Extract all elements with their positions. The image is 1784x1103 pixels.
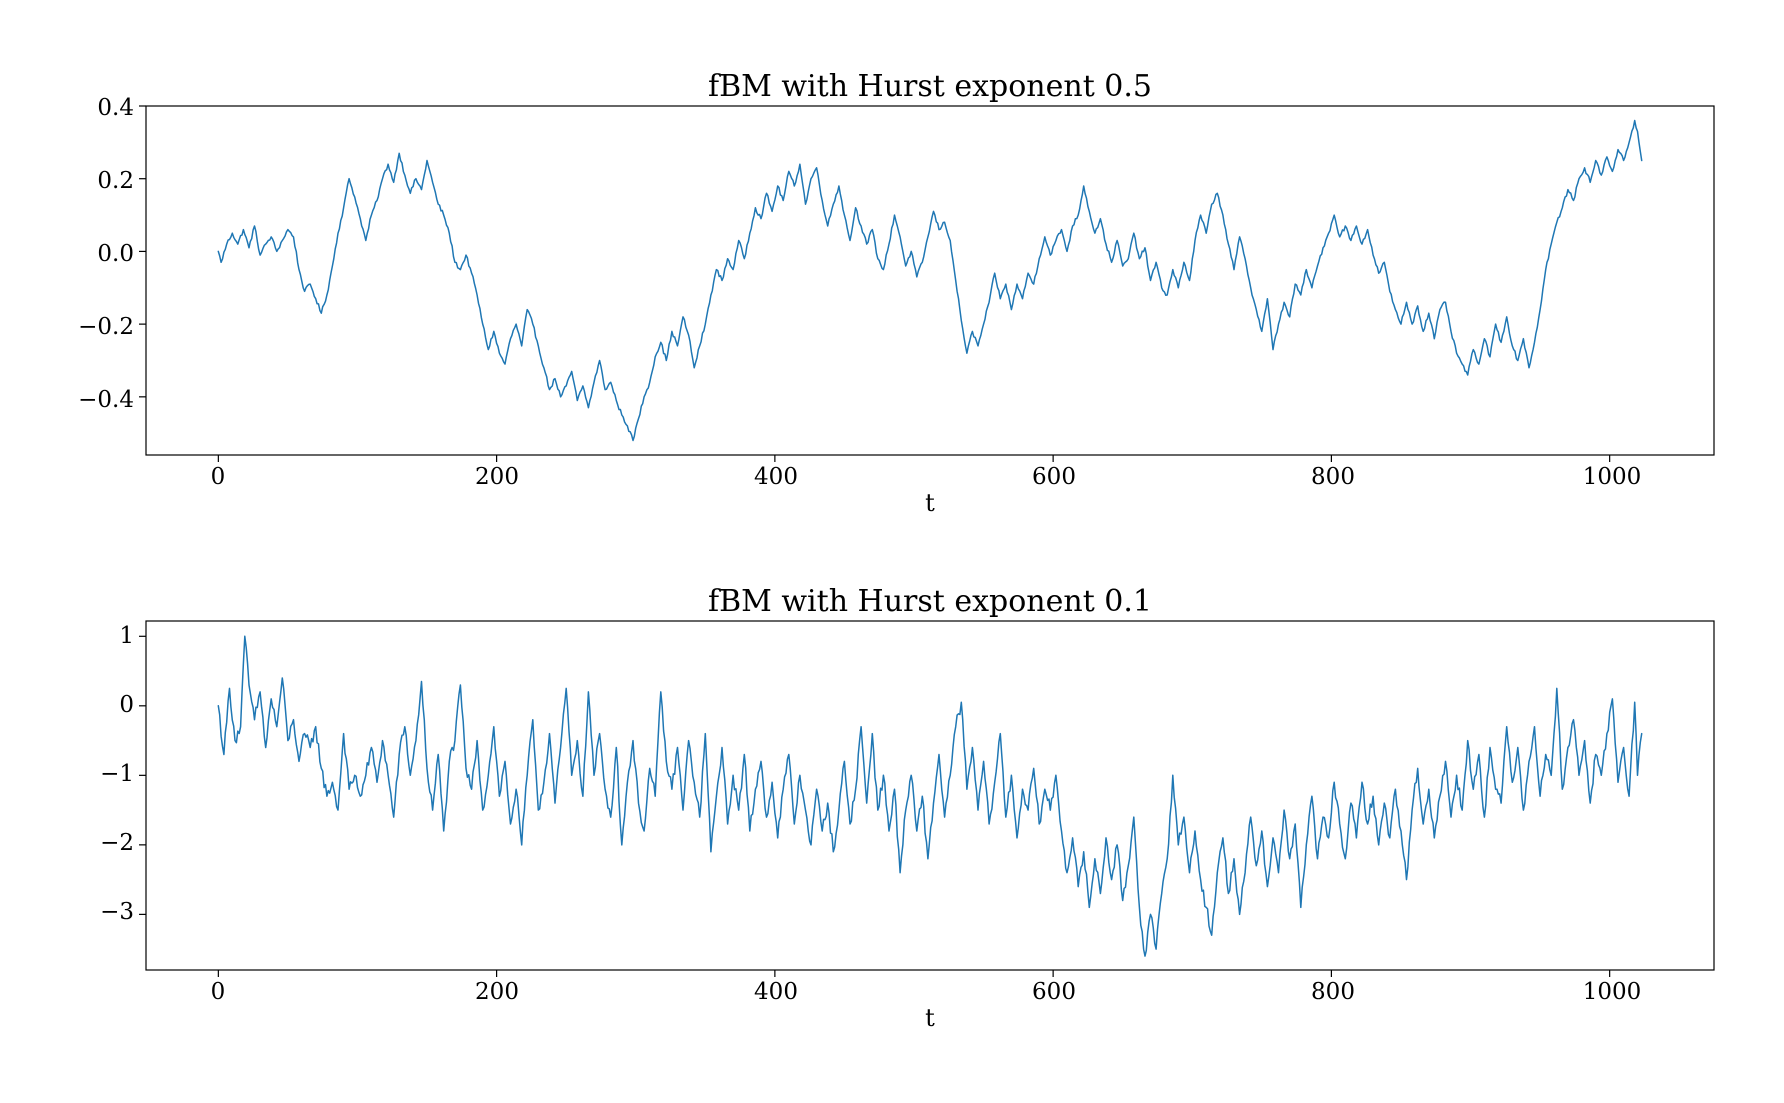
x-tick-label: 0 [211, 464, 226, 490]
y-tick-label: 0.2 [97, 168, 134, 194]
x-tick-label: 400 [754, 979, 798, 1005]
x-tick-label: 800 [1311, 979, 1355, 1005]
chart-title: fBM with Hurst exponent 0.1 [708, 584, 1152, 619]
series-line [217, 635, 1643, 957]
x-tick-label: 800 [1311, 464, 1355, 490]
y-tick-label: 1 [119, 623, 134, 649]
x-tick-label: 200 [475, 979, 519, 1005]
x-tick-labels: 0 200 400 600 800 1000 [211, 979, 1642, 1005]
x-tick-label: 600 [1032, 979, 1076, 1005]
subplot-hurst-0.5: fBM with Hurst exponent 0.5 0.4 0.2 0.0 … [78, 69, 1641, 517]
y-tick-label: −0.4 [78, 387, 134, 413]
axes-frame [145, 620, 1715, 971]
y-tick-label: −0.2 [78, 314, 134, 340]
y-tick-label: −2 [100, 830, 134, 856]
subplot-hurst-0.1: fBM with Hurst exponent 0.1 1 0 −1 −2 −3… [100, 584, 1641, 1032]
y-tick-labels: 1 0 −1 −2 −3 [100, 623, 134, 925]
y-tick-label: −3 [100, 899, 134, 925]
x-tick-label: 0 [211, 979, 226, 1005]
x-tick-label: 400 [754, 464, 798, 490]
series-line [217, 119, 1643, 442]
plot-area-1 [139, 620, 1715, 977]
axes-frame [145, 105, 1715, 456]
x-tick-label: 600 [1032, 464, 1076, 490]
y-tick-label: 0 [119, 692, 134, 718]
y-tick-label: 0.4 [97, 95, 134, 121]
plot-area-0 [139, 105, 1715, 462]
x-tick-labels: 0 200 400 600 800 1000 [211, 464, 1642, 490]
x-tick-label: 200 [475, 464, 519, 490]
y-tick-labels: 0.4 0.2 0.0 −0.2 −0.4 [78, 95, 134, 413]
chart-title: fBM with Hurst exponent 0.5 [708, 69, 1152, 104]
x-axis-label: t [925, 489, 935, 517]
x-axis-label: t [925, 1004, 935, 1032]
x-tick-label: 1000 [1583, 464, 1642, 490]
x-tick-label: 1000 [1583, 979, 1642, 1005]
y-tick-label: 0.0 [97, 241, 134, 267]
y-tick-label: −1 [100, 761, 134, 787]
